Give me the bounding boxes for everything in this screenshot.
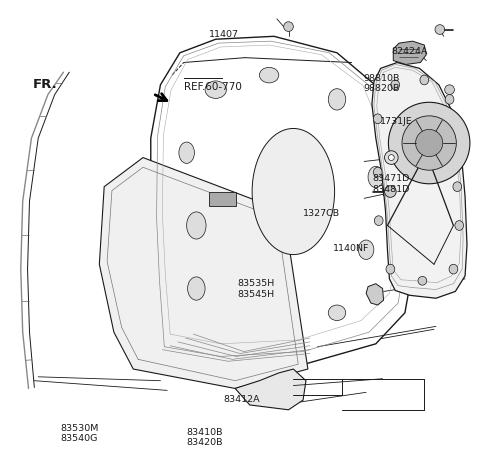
Text: REF.60-770: REF.60-770 xyxy=(184,83,242,92)
Text: 1327CB: 1327CB xyxy=(303,209,340,218)
Ellipse shape xyxy=(374,216,383,226)
Circle shape xyxy=(388,102,470,184)
Ellipse shape xyxy=(188,277,205,300)
Circle shape xyxy=(435,25,444,34)
Circle shape xyxy=(388,155,394,161)
Ellipse shape xyxy=(359,240,374,259)
Text: 1140NF: 1140NF xyxy=(333,244,370,253)
Ellipse shape xyxy=(373,114,382,124)
Polygon shape xyxy=(366,284,384,305)
Ellipse shape xyxy=(368,166,384,188)
Text: 83530M
83540G: 83530M 83540G xyxy=(60,423,98,443)
Polygon shape xyxy=(393,41,426,64)
Text: 83471D
83481D: 83471D 83481D xyxy=(372,174,410,193)
Ellipse shape xyxy=(420,75,429,85)
Circle shape xyxy=(416,129,443,156)
Text: 83410B
83420B: 83410B 83420B xyxy=(186,428,223,447)
Circle shape xyxy=(402,116,456,170)
FancyBboxPatch shape xyxy=(209,193,236,206)
Text: 83412A: 83412A xyxy=(224,395,260,404)
Ellipse shape xyxy=(179,142,194,163)
Ellipse shape xyxy=(386,264,395,274)
Ellipse shape xyxy=(328,89,346,110)
Circle shape xyxy=(444,85,455,95)
Polygon shape xyxy=(372,63,467,298)
Ellipse shape xyxy=(259,67,279,83)
Ellipse shape xyxy=(445,95,454,104)
Text: 83535H
83545H: 83535H 83545H xyxy=(238,279,275,299)
Circle shape xyxy=(284,22,293,32)
Polygon shape xyxy=(99,157,308,388)
Ellipse shape xyxy=(187,212,206,239)
Text: 11407: 11407 xyxy=(209,30,239,39)
Text: 1731JE: 1731JE xyxy=(380,117,412,126)
Ellipse shape xyxy=(418,276,427,285)
Circle shape xyxy=(384,151,398,164)
Ellipse shape xyxy=(453,182,462,192)
Ellipse shape xyxy=(391,80,399,90)
Ellipse shape xyxy=(373,167,382,177)
Polygon shape xyxy=(235,369,306,410)
Text: 98810B
98820B: 98810B 98820B xyxy=(363,74,400,93)
Polygon shape xyxy=(151,37,413,369)
Text: FR.: FR. xyxy=(33,78,58,91)
Ellipse shape xyxy=(252,129,335,254)
Text: 82424A: 82424A xyxy=(391,47,428,56)
Ellipse shape xyxy=(205,81,227,98)
Ellipse shape xyxy=(449,264,458,274)
Ellipse shape xyxy=(455,221,464,230)
Ellipse shape xyxy=(328,305,346,321)
Circle shape xyxy=(384,186,396,198)
